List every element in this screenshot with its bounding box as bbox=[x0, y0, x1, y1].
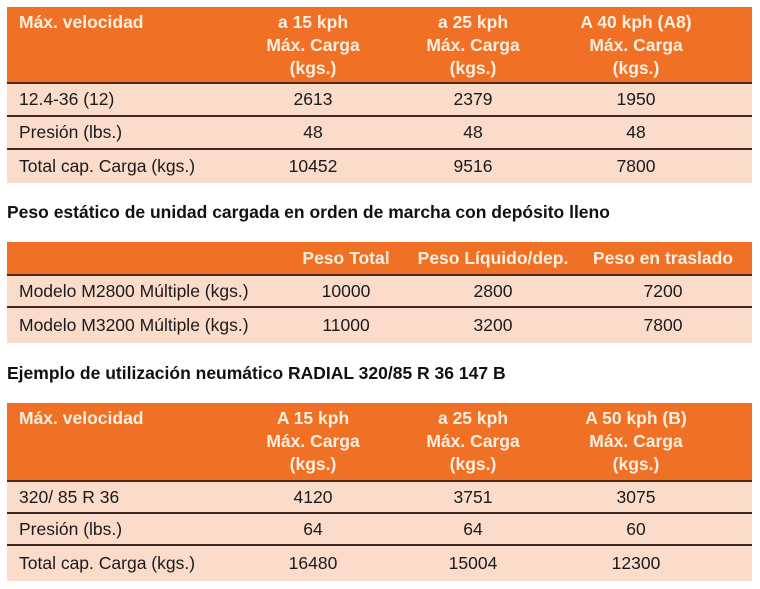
cell-value: 48 bbox=[463, 122, 483, 142]
header-line: A 50 kph (B) bbox=[585, 408, 687, 428]
cell-value: 2613 bbox=[293, 89, 333, 109]
header-50kph: A 50 kph (B) Máx. Carga (kgs.) bbox=[585, 407, 686, 476]
row-label: Presión (lbs.) bbox=[19, 518, 123, 539]
header-40kph: A 40 kph (A8) Máx. Carga (kgs.) bbox=[580, 11, 691, 80]
table-header: Peso Total Peso Líquido/dep. Peso en tra… bbox=[7, 242, 752, 276]
cell-value: 2379 bbox=[453, 89, 493, 109]
cell-value: 9516 bbox=[453, 156, 493, 176]
row-label: Total cap. Carga (kgs.) bbox=[19, 553, 196, 573]
cell-value: 10000 bbox=[321, 280, 371, 301]
header-line: Máx. Carga bbox=[589, 35, 683, 55]
header-line: Máx. Carga bbox=[426, 431, 520, 451]
header-line: Máx. velocidad bbox=[19, 408, 144, 428]
header-line: (kgs.) bbox=[612, 58, 660, 78]
table-row: Total cap. Carga (kgs.) 10452 9516 7800 bbox=[7, 150, 752, 183]
load-capacity-table-bias: Máx. velocidad a 15 kph Máx. Carga (kgs.… bbox=[7, 7, 752, 183]
cell-value: 7800 bbox=[643, 315, 683, 335]
header-transport-weight: Peso en traslado bbox=[592, 247, 734, 268]
header-liquid-weight: Peso Líquido/dep. bbox=[417, 247, 569, 268]
header-line: (kgs.) bbox=[612, 454, 660, 474]
table-row: Total cap. Carga (kgs.) 16480 15004 1230… bbox=[7, 546, 752, 581]
cell-value: 3075 bbox=[616, 486, 656, 507]
header-line: (kgs.) bbox=[289, 454, 337, 474]
table-row: 12.4-36 (12) 2613 2379 1950 bbox=[7, 84, 752, 117]
header-total-weight: Peso Total bbox=[302, 247, 390, 268]
cell-value: 16480 bbox=[288, 553, 338, 573]
table-row: Presión (lbs.) 64 64 60 bbox=[7, 514, 752, 546]
table-row: Presión (lbs.) 48 48 48 bbox=[7, 117, 752, 150]
header-25kph: a 25 kph Máx. Carga (kgs.) bbox=[426, 11, 519, 80]
header-line: a 25 kph bbox=[437, 408, 509, 428]
cell-value: 48 bbox=[626, 122, 646, 142]
row-label: 320/ 85 R 36 bbox=[19, 486, 120, 507]
header-line: a 25 kph bbox=[437, 12, 509, 32]
cell-value: 2800 bbox=[473, 280, 513, 301]
header-line: A 40 kph (A8) bbox=[580, 12, 692, 32]
cell-value: 15004 bbox=[448, 553, 498, 573]
table-row: 320/ 85 R 36 4120 3751 3075 bbox=[7, 482, 752, 514]
cell-value: 12300 bbox=[611, 553, 661, 573]
row-label: Modelo M2800 Múltiple (kgs.) bbox=[19, 280, 249, 301]
cell-value: 3200 bbox=[473, 315, 513, 335]
cell-value: 60 bbox=[626, 518, 646, 539]
cell-value: 7800 bbox=[616, 156, 656, 176]
header-line: Máx. Carga bbox=[426, 35, 520, 55]
cell-value: 3751 bbox=[453, 486, 493, 507]
header-25kph: a 25 kph Máx. Carga (kgs.) bbox=[426, 407, 519, 476]
header-line: (kgs.) bbox=[289, 58, 337, 78]
cell-value: 64 bbox=[303, 518, 323, 539]
header-line: a 15 kph bbox=[277, 12, 349, 32]
header-max-speed: Máx. velocidad bbox=[19, 407, 144, 430]
row-label: Total cap. Carga (kgs.) bbox=[19, 156, 196, 176]
header-line: Máx. Carga bbox=[266, 35, 360, 55]
header-line: Máx. velocidad bbox=[19, 12, 144, 32]
section-title-radial-tire: Ejemplo de utilización neumático RADIAL … bbox=[7, 363, 506, 383]
header-line: (kgs.) bbox=[449, 454, 497, 474]
load-capacity-table-radial: Máx. velocidad A 15 kph Máx. Carga (kgs.… bbox=[7, 403, 752, 581]
cell-value: 4120 bbox=[293, 486, 333, 507]
cell-value: 1950 bbox=[616, 89, 656, 109]
header-line: (kgs.) bbox=[449, 58, 497, 78]
cell-value: 7200 bbox=[643, 280, 683, 301]
header-line: A 15 kph bbox=[276, 408, 350, 428]
header-15kph: A 15 kph Máx. Carga (kgs.) bbox=[266, 407, 359, 476]
table-header: Máx. velocidad a 15 kph Máx. Carga (kgs.… bbox=[7, 7, 752, 84]
section-title-static-weight: Peso estático de unidad cargada en orden… bbox=[7, 202, 610, 222]
table-row: Modelo M3200 Múltiple (kgs.) 11000 3200 … bbox=[7, 308, 752, 343]
header-max-speed: Máx. velocidad bbox=[19, 11, 144, 34]
header-line: Máx. Carga bbox=[266, 431, 360, 451]
row-label: Modelo M3200 Múltiple (kgs.) bbox=[19, 315, 249, 335]
row-label: 12.4-36 (12) bbox=[19, 89, 115, 109]
static-weight-table: Peso Total Peso Líquido/dep. Peso en tra… bbox=[7, 242, 752, 343]
header-line: Máx. Carga bbox=[589, 431, 683, 451]
row-label: Presión (lbs.) bbox=[19, 122, 123, 142]
cell-value: 10452 bbox=[288, 156, 338, 176]
cell-value: 11000 bbox=[322, 315, 370, 335]
header-15kph: a 15 kph Máx. Carga (kgs.) bbox=[266, 11, 359, 80]
cell-value: 48 bbox=[303, 122, 323, 142]
table-header: Máx. velocidad A 15 kph Máx. Carga (kgs.… bbox=[7, 403, 752, 482]
table-row: Modelo M2800 Múltiple (kgs.) 10000 2800 … bbox=[7, 276, 752, 308]
cell-value: 64 bbox=[463, 518, 483, 539]
